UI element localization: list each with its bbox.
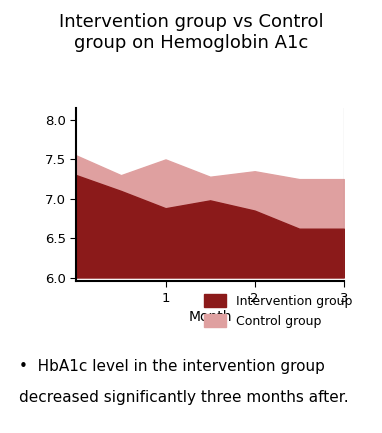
Text: Intervention group vs Control
group on Hemoglobin A1c: Intervention group vs Control group on H… (59, 13, 323, 52)
Legend: Intervention group, Control group: Intervention group, Control group (204, 294, 353, 328)
Text: •  HbA1c level in the intervention group: • HbA1c level in the intervention group (19, 359, 325, 375)
X-axis label: Month: Month (188, 310, 232, 324)
Text: decreased significantly three months after.: decreased significantly three months aft… (19, 390, 349, 405)
